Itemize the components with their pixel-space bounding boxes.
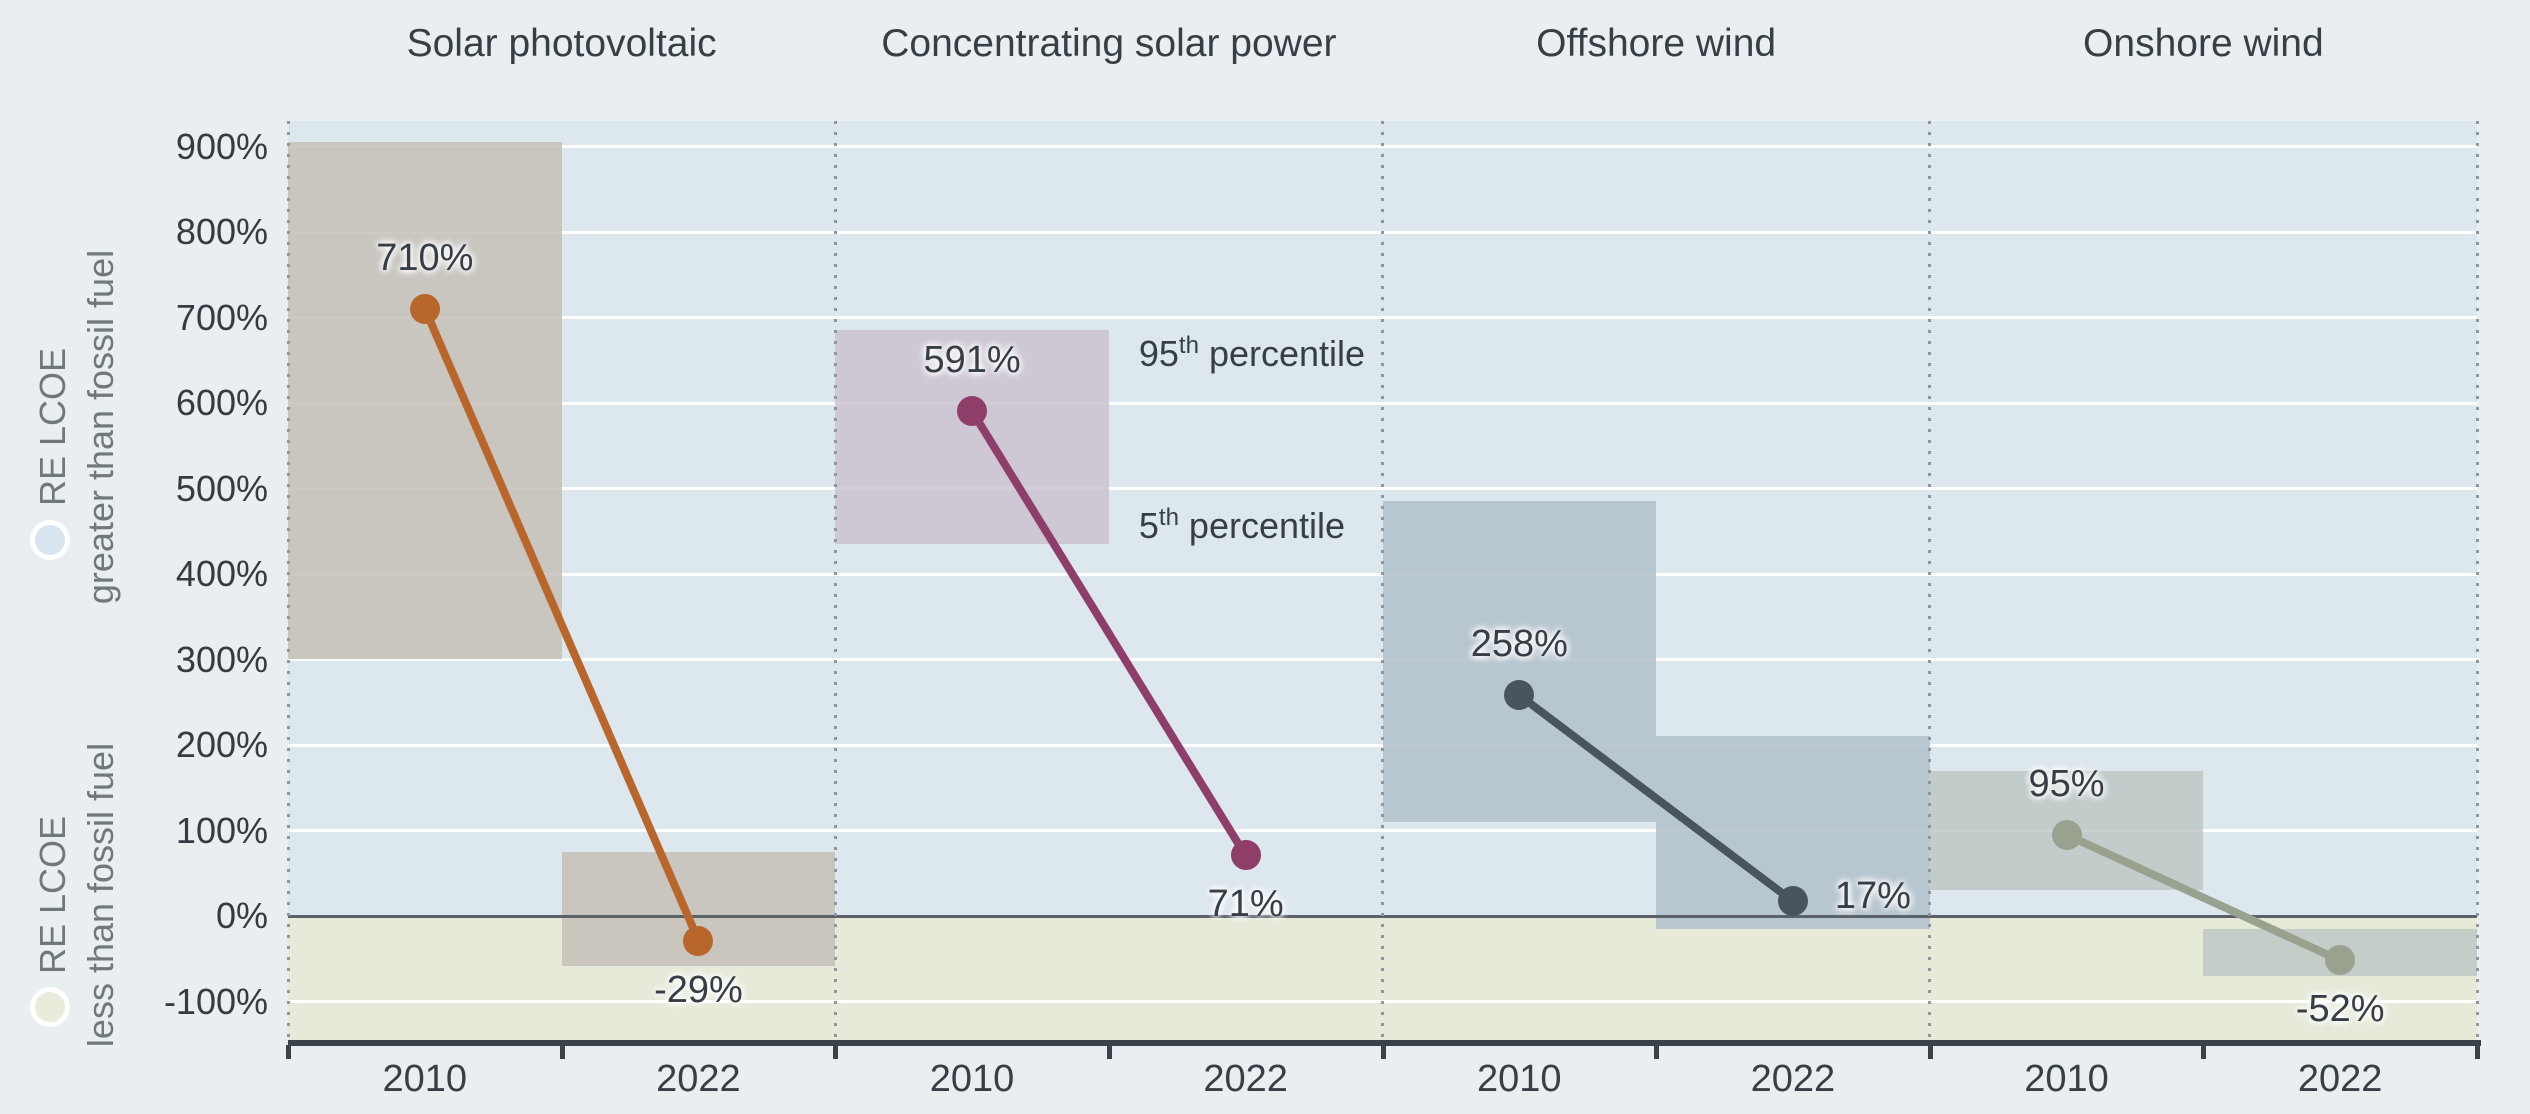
- x-axis-year-label-offshore-wind-2010: 2010: [1477, 1058, 1562, 1100]
- panel-title-offshore-wind: Offshore wind: [1536, 22, 1777, 65]
- panel-title-concentrating-solar-power: Concentrating solar power: [881, 22, 1337, 65]
- annotation-95th-percentile: 95th percentile: [1139, 322, 1365, 378]
- x-axis-year-label-onshore-wind-2022: 2022: [2297, 1058, 2383, 1100]
- x-axis-tick: [1380, 1045, 1386, 1059]
- panel-separator-dotted-line: [1381, 121, 1384, 1043]
- data-label-solar-photovoltaic-2010: 710%: [376, 236, 474, 279]
- panel-separator-dotted-line: [286, 121, 290, 1043]
- x-axis-tick: [286, 1045, 291, 1059]
- x-axis-year-label-solar-photovoltaic-2022: 2022: [656, 1058, 741, 1100]
- annotation-ordinal: th: [1158, 504, 1179, 532]
- y-axis-tick-label: 0%: [215, 895, 268, 936]
- x-axis-year-label-solar-photovoltaic-2010: 2010: [382, 1058, 468, 1100]
- data-label-offshore-wind-2022: 17%: [1834, 875, 1911, 918]
- annotation-value: 95: [1138, 333, 1179, 375]
- data-label-concentrating-solar-power-2022: 71%: [1207, 883, 1284, 926]
- data-point-dot-concentrating-solar-power-2010: [957, 395, 988, 426]
- data-point-dot-concentrating-solar-power-2022: [1230, 840, 1261, 871]
- panel-title-solar-photovoltaic: Solar photovoltaic: [406, 22, 717, 65]
- range-box-solar-photovoltaic-2010: [288, 142, 562, 660]
- data-point-dot-onshore-wind-2010: [2051, 819, 2082, 850]
- x-axis-tick: [559, 1045, 565, 1059]
- data-label-onshore-wind-2022: -52%: [2295, 988, 2385, 1031]
- y-axis-tick-label: 100%: [175, 809, 268, 851]
- x-axis-tick: [833, 1045, 839, 1059]
- legend-marker-less-icon: [30, 987, 70, 1027]
- x-axis-year-label-offshore-wind-2022: 2022: [1750, 1058, 1836, 1100]
- x-axis-tick: [2475, 1045, 2480, 1059]
- panel-separator-dotted-line: [1928, 121, 1932, 1043]
- x-axis-tick: [1927, 1045, 1933, 1059]
- x-axis-line: [288, 1040, 2481, 1046]
- data-point-dot-onshore-wind-2022: [2325, 945, 2356, 976]
- x-axis-tick: [1654, 1045, 1660, 1059]
- data-point-dot-offshore-wind-2010: [1504, 680, 1535, 711]
- y-axis-tick-label: 500%: [175, 467, 268, 509]
- panel-separator-dotted-line: [833, 121, 837, 1043]
- y-axis-tick-label: 700%: [175, 296, 268, 338]
- y-axis-tick-label: 200%: [175, 724, 268, 765]
- data-point-dot-offshore-wind-2022: [1777, 886, 1808, 917]
- panel-title-onshore-wind: Onshore wind: [2083, 22, 2324, 65]
- x-axis-year-label-onshore-wind-2010: 2010: [2024, 1058, 2109, 1100]
- x-axis-year-label-concentrating-solar-power-2022: 2022: [1203, 1058, 1288, 1100]
- annotation-word: percentile: [1208, 333, 1366, 375]
- y-axis-tick-label: 600%: [175, 382, 268, 423]
- data-point-dot-solar-photovoltaic-2010: [409, 293, 440, 324]
- annotation-5th-percentile: 5th percentile: [1139, 494, 1345, 550]
- panel-separator-dotted-line: [2475, 121, 2479, 1043]
- data-label-onshore-wind-2010: 95%: [2028, 762, 2105, 805]
- x-axis-tick: [1106, 1045, 1112, 1059]
- x-axis-year-label-concentrating-solar-power-2010: 2010: [929, 1058, 1015, 1100]
- annotation-word: percentile: [1188, 505, 1346, 547]
- y-axis-tick-label: 300%: [175, 638, 268, 680]
- data-label-solar-photovoltaic-2022: -29%: [654, 968, 743, 1011]
- y-axis-tick-label: 400%: [175, 553, 268, 594]
- y-axis-tick-label: -100%: [163, 980, 268, 1022]
- range-box-concentrating-solar-power-2010: [835, 330, 1109, 545]
- data-label-offshore-wind-2010: 258%: [1470, 623, 1568, 666]
- data-point-dot-solar-photovoltaic-2022: [683, 925, 714, 956]
- y-axis-tick-label: 900%: [175, 125, 268, 167]
- annotation-ordinal: th: [1178, 332, 1199, 360]
- legend-marker-greater-icon: [30, 520, 70, 560]
- x-axis-tick: [2201, 1045, 2207, 1059]
- data-label-concentrating-solar-power-2010: 591%: [923, 338, 1021, 381]
- annotation-value: 5: [1138, 505, 1159, 547]
- y-axis-tick-label: 800%: [175, 211, 268, 252]
